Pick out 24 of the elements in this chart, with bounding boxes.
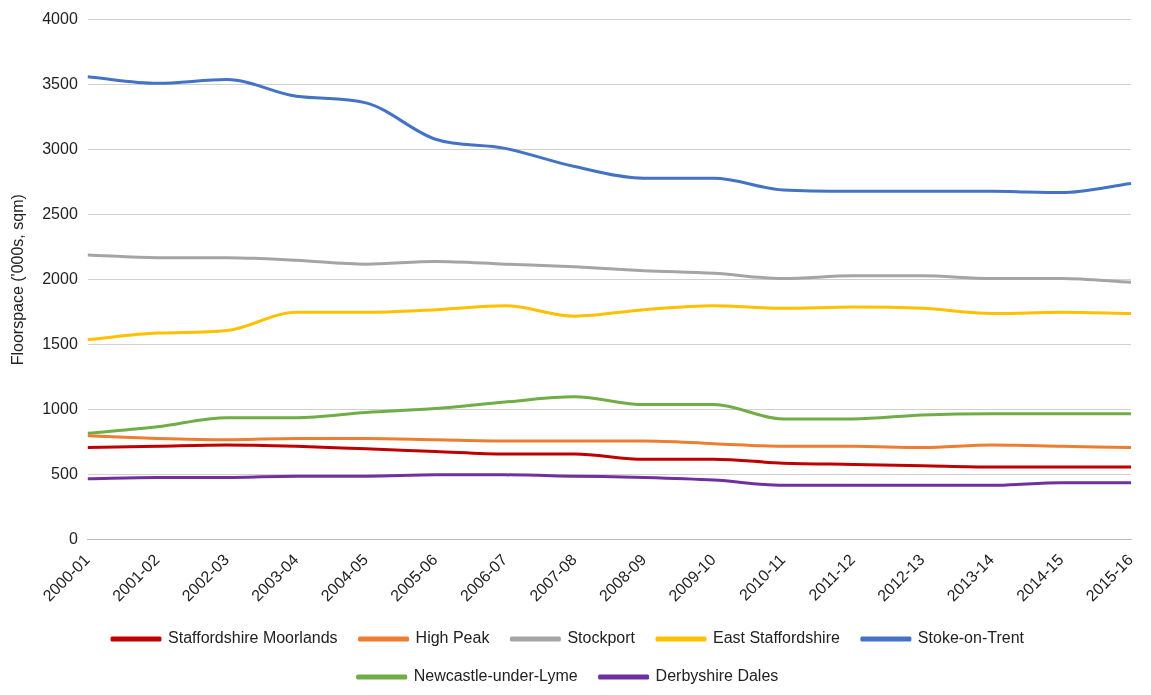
y-tick-label: 1500	[42, 335, 78, 353]
line-series	[86, 434, 1133, 450]
line-series	[86, 253, 1133, 284]
y-tick-label: 500	[51, 465, 78, 483]
legend-label: Stoke-on-Trent	[917, 629, 1025, 647]
y-tick-label: 4000	[42, 10, 78, 28]
line-series	[86, 75, 1133, 195]
line-series	[86, 443, 1133, 469]
y-tick-label: 2000	[42, 270, 78, 288]
y-axis-title: Floorspace ('000s, sqm)	[9, 194, 27, 366]
legend-label: Stockport	[567, 629, 636, 647]
legend-label: Newcastle-under-Lyme	[413, 667, 578, 685]
legend-label: Derbyshire Dales	[655, 667, 779, 685]
line-series	[86, 473, 1133, 487]
legend-label: East Staffordshire	[712, 629, 840, 647]
line-series	[86, 304, 1133, 342]
legend-label: High Peak	[415, 629, 491, 647]
y-tick-label: 3500	[42, 75, 78, 93]
line-series	[86, 395, 1133, 435]
y-tick-label: 2500	[42, 205, 78, 223]
legend-label: Staffordshire Moorlands	[168, 629, 338, 647]
y-tick-label: 1000	[42, 400, 78, 418]
y-tick-label: 3000	[42, 140, 78, 158]
y-tick-label: 0	[68, 530, 78, 548]
